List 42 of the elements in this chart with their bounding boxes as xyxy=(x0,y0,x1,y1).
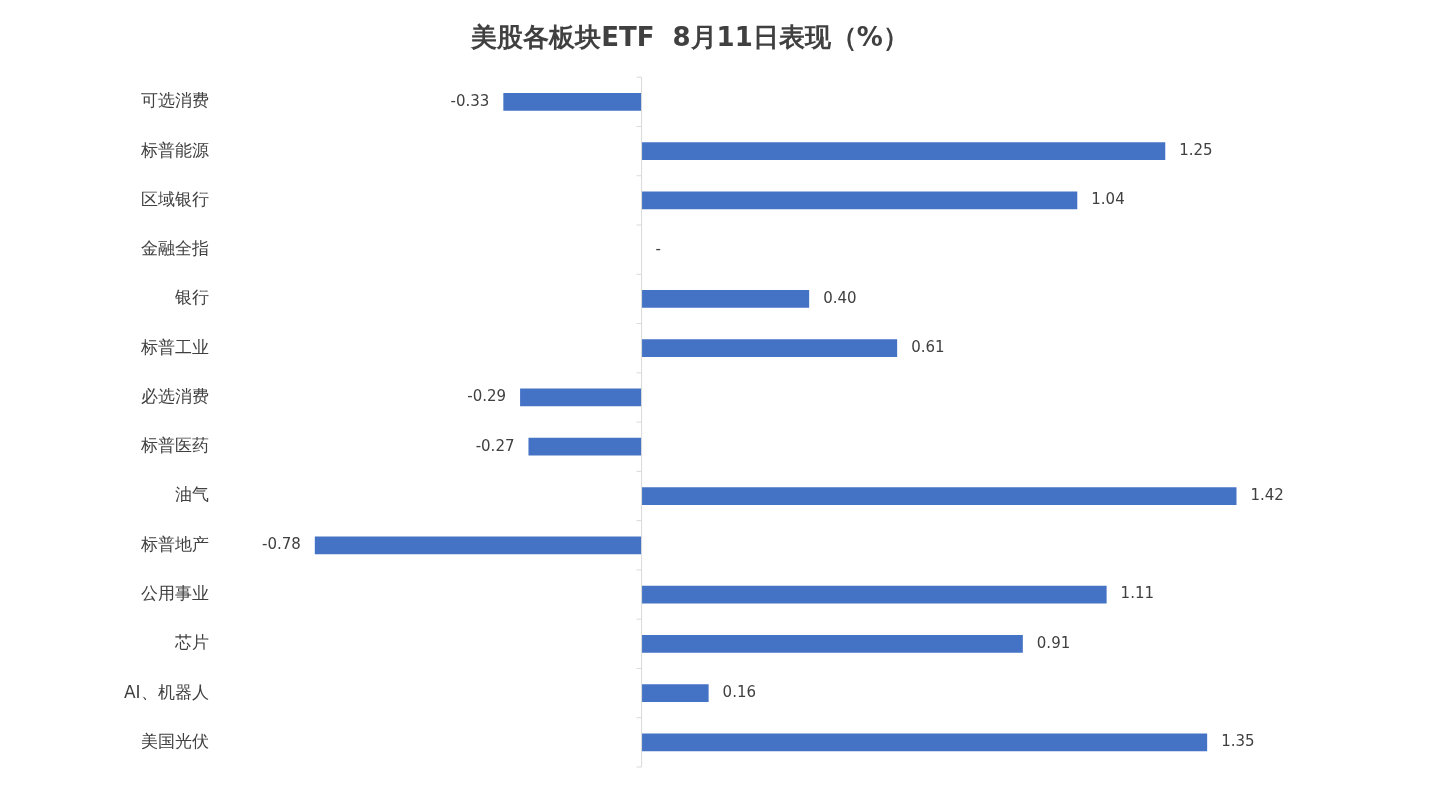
data-label: -0.29 xyxy=(467,387,507,406)
y-tick-label: 标普地产 xyxy=(139,533,209,554)
y-tick-label: 金融全指 xyxy=(140,238,209,259)
chart-title: 美股各板块ETF 8月11日表现（%） xyxy=(470,22,909,53)
data-label: -0.33 xyxy=(450,91,490,110)
y-tick-label: 标普医药 xyxy=(139,435,209,456)
bar xyxy=(641,339,898,358)
y-tick-label: 可选消费 xyxy=(140,90,209,111)
y-tick-label: 区域银行 xyxy=(140,188,209,209)
y-tick-label: 公用事业 xyxy=(140,582,209,603)
bar xyxy=(641,585,1107,604)
data-label: -0.27 xyxy=(475,436,515,455)
data-label: 0.40 xyxy=(823,288,857,307)
data-label: 1.42 xyxy=(1250,485,1284,504)
bar xyxy=(641,191,1078,210)
data-label: 1.25 xyxy=(1179,141,1213,159)
data-label: 1.04 xyxy=(1091,190,1125,209)
data-label: 0.16 xyxy=(722,682,757,701)
bar xyxy=(314,536,642,555)
bar xyxy=(503,92,642,111)
bar xyxy=(520,388,642,407)
y-tick-label: 美国光伏 xyxy=(140,730,209,751)
y-tick-label: AI、机器人 xyxy=(123,681,209,702)
data-label: 0.61 xyxy=(911,338,945,357)
y-tick-label: 银行 xyxy=(173,287,209,308)
y-tick-label: 芯片 xyxy=(173,632,209,653)
bar xyxy=(641,634,1023,653)
bar xyxy=(528,437,642,456)
bar xyxy=(641,684,709,702)
bar xyxy=(641,487,1237,505)
bar xyxy=(641,733,1208,752)
bar xyxy=(641,142,1166,160)
data-label: - xyxy=(655,239,662,258)
data-label: 1.11 xyxy=(1120,584,1155,603)
bar xyxy=(641,290,810,308)
y-tick-label: 必选消费 xyxy=(140,385,209,406)
y-tick-label: 油气 xyxy=(174,484,209,505)
y-tick-label: 标普能源 xyxy=(139,139,209,160)
y-tick-label: 标普工业 xyxy=(139,336,209,357)
data-label: -0.78 xyxy=(262,535,301,554)
data-label: 1.35 xyxy=(1221,732,1255,751)
data-label: 0.91 xyxy=(1036,633,1071,652)
